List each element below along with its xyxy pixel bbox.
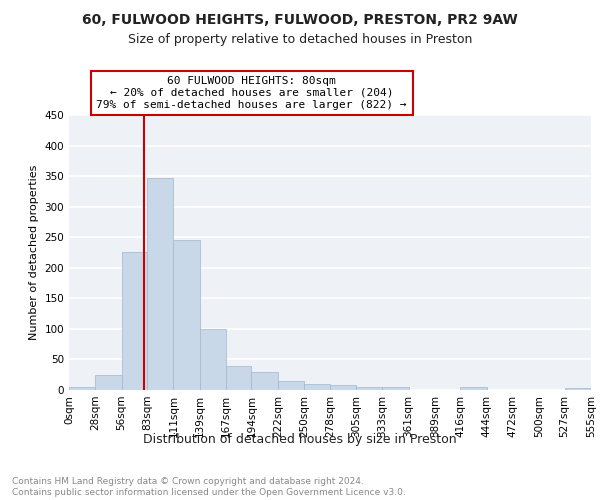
Bar xyxy=(200,329,226,390)
Text: 60, FULWOOD HEIGHTS, FULWOOD, PRESTON, PR2 9AW: 60, FULWOOD HEIGHTS, FULWOOD, PRESTON, P… xyxy=(82,12,518,26)
Text: Contains HM Land Registry data © Crown copyright and database right 2024.
Contai: Contains HM Land Registry data © Crown c… xyxy=(12,478,406,497)
Bar xyxy=(251,372,278,390)
Bar xyxy=(356,387,382,390)
Y-axis label: Number of detached properties: Number of detached properties xyxy=(29,165,39,340)
Text: Distribution of detached houses by size in Preston: Distribution of detached houses by size … xyxy=(143,432,457,446)
Bar xyxy=(69,387,95,390)
Bar xyxy=(382,387,409,390)
Bar xyxy=(173,240,200,390)
Text: Size of property relative to detached houses in Preston: Size of property relative to detached ho… xyxy=(128,32,472,46)
Bar xyxy=(95,376,122,390)
Bar xyxy=(304,384,331,390)
Text: 60 FULWOOD HEIGHTS: 80sqm
← 20% of detached houses are smaller (204)
79% of semi: 60 FULWOOD HEIGHTS: 80sqm ← 20% of detac… xyxy=(97,76,407,110)
Bar xyxy=(278,382,304,390)
Bar xyxy=(460,387,487,390)
Bar xyxy=(331,384,356,390)
Bar xyxy=(226,366,251,390)
Bar xyxy=(122,252,147,390)
Bar xyxy=(147,178,173,390)
Bar xyxy=(565,388,591,390)
